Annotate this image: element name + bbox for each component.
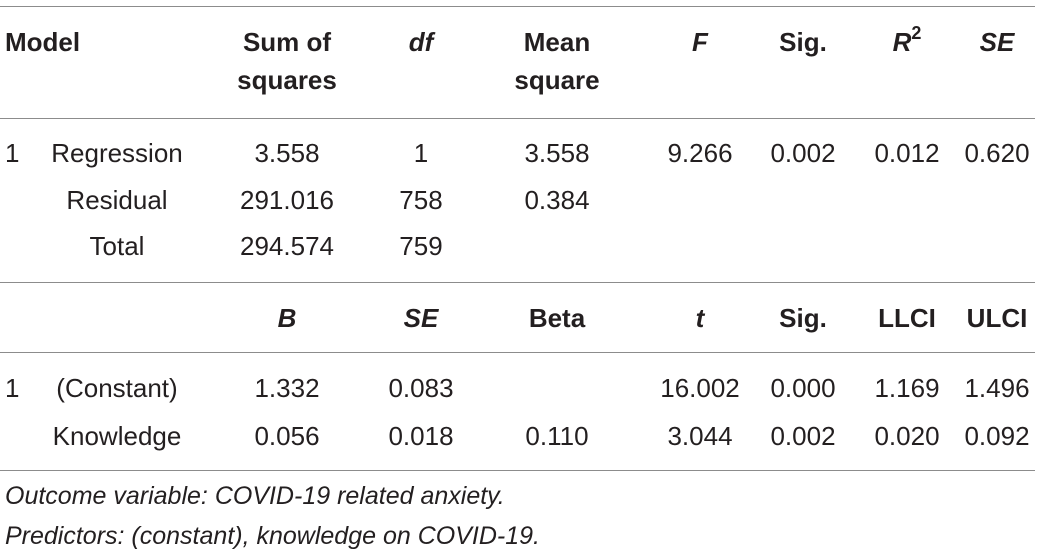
anova-row-df: 759 — [399, 231, 443, 261]
header-df: df — [408, 27, 434, 57]
coef-row-ulci: 1.496 — [964, 373, 1030, 403]
anova-row-ms: 0.384 — [524, 185, 590, 215]
anova-row-f: 9.266 — [667, 138, 733, 168]
anova-row-label: Regression — [51, 138, 183, 168]
coefficients-model-number: 1 — [5, 373, 20, 403]
coef-row-ulci: 0.092 — [964, 421, 1030, 451]
header-f: F — [692, 27, 708, 57]
header-sum-of-squares-line1: Sum of — [242, 27, 332, 57]
header-mean-square-line1: Mean — [523, 27, 591, 57]
anova-row-r2: 0.012 — [874, 138, 940, 168]
table-top-rule — [0, 6, 1035, 7]
anova-row-se: 0.620 — [964, 138, 1030, 168]
coef-row-se: 0.018 — [388, 421, 454, 451]
coef-row-beta: 0.110 — [525, 421, 589, 451]
coef-row-llci: 1.169 — [874, 373, 940, 403]
header-model: Model — [5, 27, 81, 57]
coef-row-sig: 0.002 — [770, 421, 836, 451]
header-ulci: ULCI — [966, 303, 1028, 333]
header-se: SE — [979, 27, 1015, 57]
coef-row-t: 16.002 — [660, 373, 740, 403]
table-note-predictors: Predictors: (constant), knowledge on COV… — [5, 522, 540, 550]
coef-row-b: 1.332 — [254, 373, 320, 403]
header-r-squared: R2 — [892, 23, 922, 59]
header-t: t — [695, 303, 705, 333]
anova-row-label: Total — [89, 231, 145, 261]
header-coef-sig: Sig. — [779, 303, 827, 333]
header-beta: Beta — [528, 303, 586, 333]
coef-row-se: 0.083 — [388, 373, 454, 403]
anova-row-df: 1 — [413, 138, 429, 168]
header-r-squared-base: R — [892, 27, 912, 57]
coef-row-sig: 0.000 — [770, 373, 836, 403]
header-llci: LLCI — [878, 303, 936, 333]
section-divider-rule — [0, 282, 1035, 283]
coef-row-label: Knowledge — [52, 421, 182, 451]
table-note-outcome: Outcome variable: COVID-19 related anxie… — [5, 482, 505, 510]
coef-row-llci: 0.020 — [874, 421, 940, 451]
anova-row-ms: 3.558 — [524, 138, 590, 168]
anova-model-number: 1 — [5, 138, 20, 168]
coef-row-b: 0.056 — [254, 421, 320, 451]
coef-row-t: 3.044 — [667, 421, 733, 451]
coefficients-header-rule — [0, 352, 1035, 353]
header-sig: Sig. — [779, 27, 827, 57]
anova-row-sig: 0.002 — [770, 138, 836, 168]
anova-header-rule — [0, 118, 1035, 119]
anova-row-label: Residual — [66, 185, 168, 215]
header-b: B — [277, 303, 297, 333]
header-mean-square-line2: square — [514, 65, 600, 95]
coef-row-label: (Constant) — [56, 373, 178, 403]
header-coef-se: SE — [403, 303, 439, 333]
table-bottom-rule — [0, 470, 1035, 471]
header-sum-of-squares-line2: squares — [237, 65, 337, 95]
anova-row-df: 758 — [399, 185, 443, 215]
anova-row-ss: 3.558 — [254, 138, 320, 168]
anova-row-ss: 294.574 — [240, 231, 334, 261]
header-r-squared-exponent: 2 — [911, 23, 922, 43]
anova-row-ss: 291.016 — [240, 185, 334, 215]
